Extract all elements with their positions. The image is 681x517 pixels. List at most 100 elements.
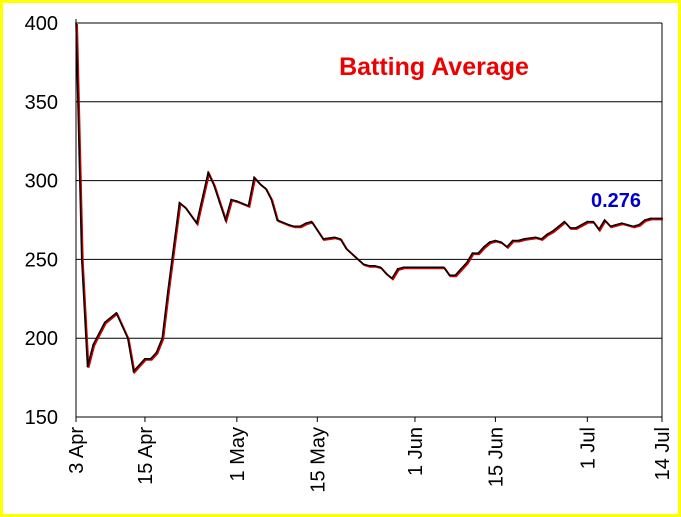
data-point xyxy=(580,223,583,226)
chart-title: Batting Average xyxy=(339,53,529,81)
y-tick-label: 150 xyxy=(25,407,58,429)
x-tick-label: 15 Apr xyxy=(135,427,157,485)
data-point xyxy=(460,268,462,270)
data-point xyxy=(534,236,537,239)
x-tick-label: 15 May xyxy=(307,427,329,493)
data-point xyxy=(310,220,313,223)
data-point xyxy=(80,258,83,261)
x-tick-label: 1 Jul xyxy=(577,427,599,469)
data-point xyxy=(442,266,445,269)
data-point xyxy=(609,225,612,228)
data-point xyxy=(149,357,152,360)
data-point xyxy=(661,217,663,220)
data-point xyxy=(247,205,250,207)
data-point xyxy=(511,239,514,242)
data-point xyxy=(299,225,301,228)
data-point xyxy=(494,239,497,242)
data-point xyxy=(546,233,548,235)
data-point xyxy=(230,198,232,201)
data-point xyxy=(293,225,296,228)
x-tick-label: 1 May xyxy=(227,427,249,481)
y-tick-label: 200 xyxy=(25,328,58,350)
data-point xyxy=(592,220,594,223)
data-point xyxy=(385,272,388,275)
data-point xyxy=(138,364,140,366)
data-point xyxy=(236,200,238,202)
data-point xyxy=(287,223,290,226)
data-point xyxy=(569,227,571,229)
data-point xyxy=(517,239,520,242)
data-point xyxy=(506,245,508,248)
y-tick-label: 400 xyxy=(25,13,58,35)
data-point xyxy=(402,266,405,269)
series-line xyxy=(75,22,662,373)
y-tick-label: 350 xyxy=(25,92,58,114)
y-tick-label: 300 xyxy=(25,171,58,193)
data-point xyxy=(471,252,474,254)
series-points xyxy=(75,22,663,373)
data-point xyxy=(86,365,89,368)
data-point xyxy=(103,321,106,324)
data-point xyxy=(339,238,342,240)
x-tick-label: 14 Jul xyxy=(652,427,674,480)
data-point xyxy=(620,222,623,224)
data-point xyxy=(419,266,422,269)
data-point xyxy=(523,238,525,240)
batting-average-chart: 150 200 250 300 350 400 3 Apr 15 Apr 1 May 15 Ma… xyxy=(25,13,674,493)
y-tick-label: 250 xyxy=(25,249,58,271)
data-point xyxy=(373,264,376,267)
data-point xyxy=(396,268,399,270)
data-point xyxy=(264,187,267,190)
data-point xyxy=(132,370,135,373)
data-point xyxy=(598,228,600,231)
data-point xyxy=(477,252,479,254)
data-point xyxy=(362,263,365,265)
data-point xyxy=(270,198,273,201)
x-tick-label: 15 Jun xyxy=(485,427,507,487)
y-axis-ticks: 150 200 250 300 350 400 xyxy=(25,13,58,429)
data-point xyxy=(483,245,485,248)
data-point xyxy=(184,206,186,209)
x-tick-label: 3 Apr xyxy=(66,427,88,474)
data-point xyxy=(615,223,617,226)
data-point xyxy=(563,220,566,223)
data-point xyxy=(115,312,118,314)
data-point xyxy=(92,343,95,346)
data-point xyxy=(305,222,307,224)
data-point xyxy=(632,225,635,228)
data-point xyxy=(144,357,146,360)
data-point xyxy=(638,223,640,226)
data-point xyxy=(626,223,629,226)
data-point xyxy=(333,236,336,239)
data-point xyxy=(259,182,261,185)
data-point xyxy=(465,261,468,264)
data-point xyxy=(253,176,255,179)
data-point xyxy=(161,337,163,340)
data-point xyxy=(454,274,456,276)
data-point xyxy=(448,274,451,276)
data-point xyxy=(586,220,589,223)
x-axis-ticks: 3 Apr 15 Apr 1 May 15 May 1 Jun 15 Jun 1 Jul 14… xyxy=(66,417,674,493)
data-point xyxy=(557,225,560,228)
data-point xyxy=(126,337,129,340)
data-point xyxy=(213,184,215,187)
data-point xyxy=(643,219,646,221)
data-point xyxy=(540,238,543,240)
x-tick-label: 1 Jun xyxy=(405,427,427,476)
data-point xyxy=(649,217,652,220)
data-point xyxy=(603,219,606,221)
data-point xyxy=(224,219,227,221)
data-point xyxy=(167,290,169,292)
data-point xyxy=(500,241,502,243)
data-point xyxy=(379,266,382,269)
data-point xyxy=(322,238,324,240)
data-point xyxy=(155,351,158,354)
data-point xyxy=(207,171,209,174)
data-point xyxy=(276,219,278,221)
data-point xyxy=(488,241,491,243)
data-point xyxy=(218,201,221,204)
data-point xyxy=(368,264,370,267)
data-point xyxy=(345,247,347,250)
value-annotation: 0.276 xyxy=(591,190,641,212)
